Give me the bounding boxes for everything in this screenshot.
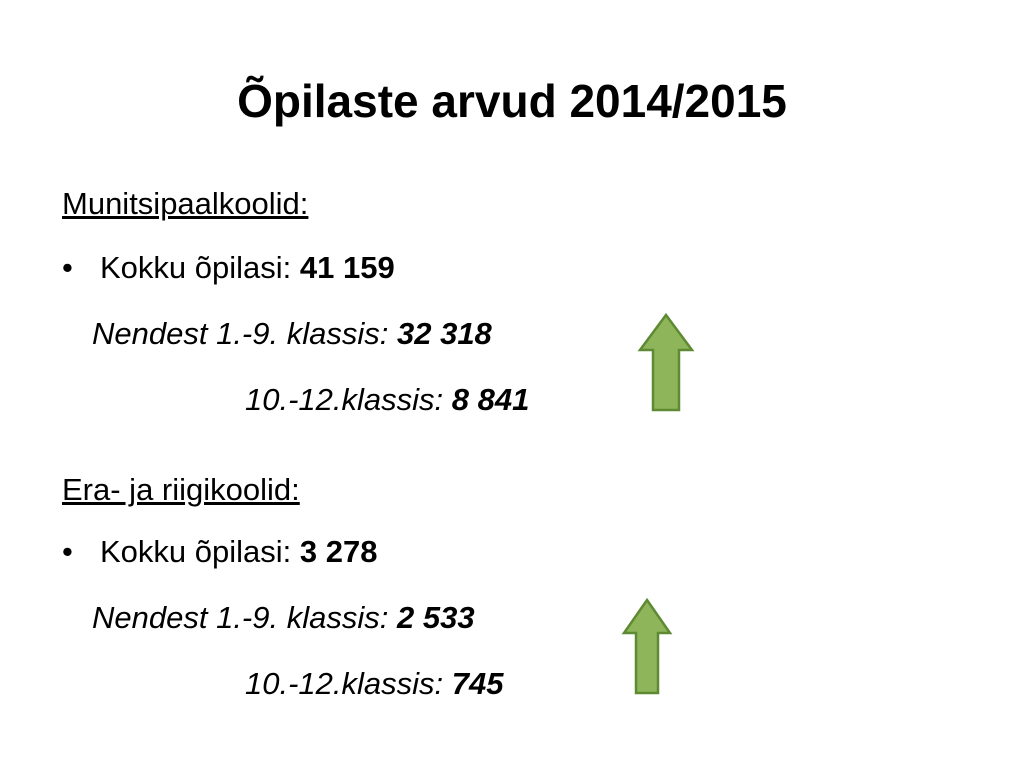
detail-value: 32 318 [396,316,492,351]
total-line: Kokku õpilasi: 3 278 [62,534,378,570]
total-value: 41 159 [299,250,395,285]
detail-value: 8 841 [451,382,530,417]
detail-label: 10.-12.klassis: [245,382,444,417]
section-heading: Munitsipaalkoolid: [62,186,309,221]
total-line: Kokku õpilasi: 41 159 [62,250,395,286]
detail-line: Nendest 1.-9. klassis: 32 318 [92,316,492,352]
up-arrow [637,312,695,412]
detail-line: 10.-12.klassis: 8 841 [245,382,529,418]
slide-title: Õpilaste arvud 2014/2015 [237,75,787,127]
total-value: 3 278 [299,534,378,569]
detail-line: Nendest 1.-9. klassis: 2 533 [92,600,475,636]
up-arrow [621,597,673,695]
detail-line: 10.-12.klassis: 745 [245,666,504,702]
total-label: Kokku õpilasi: [100,250,292,285]
detail-value: 2 533 [396,600,475,635]
detail-label: Nendest 1.-9. klassis: [92,316,389,351]
section-heading: Era- ja riigikoolid: [62,472,300,507]
detail-label: Nendest 1.-9. klassis: [92,600,389,635]
detail-label: 10.-12.klassis: [245,666,444,701]
total-label: Kokku õpilasi: [100,534,292,569]
detail-value: 745 [451,666,504,701]
